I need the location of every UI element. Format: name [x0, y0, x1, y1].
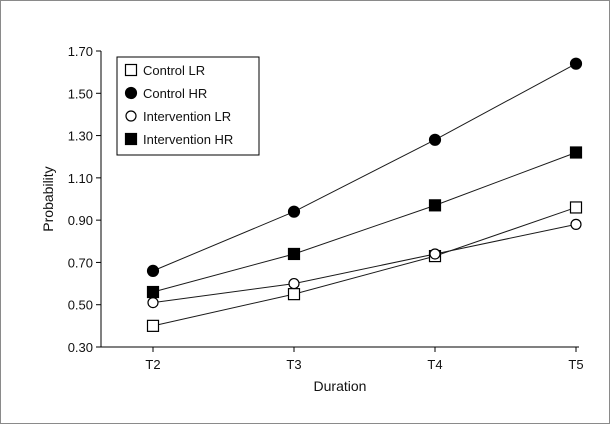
legend-label: Control HR — [143, 86, 207, 101]
y-tick-label: 0.70 — [68, 255, 93, 270]
legend: Control LR Control HR Intervention LR Inter… — [116, 56, 260, 156]
legend-item: Control LR — [124, 63, 205, 78]
legend-item: Control HR — [124, 86, 207, 101]
series-filled-circle — [152, 63, 577, 272]
data-point — [570, 218, 582, 230]
y-tick-label: 0.30 — [68, 340, 93, 355]
data-point — [146, 264, 160, 277]
y-tick-label: 1.50 — [68, 86, 93, 101]
series-markers — [147, 218, 582, 309]
y-tick-label: 0.50 — [68, 298, 93, 313]
series-line — [152, 152, 577, 293]
data-point — [429, 248, 441, 260]
data-point — [428, 199, 442, 212]
data-point — [147, 297, 159, 309]
legend-box — [116, 56, 260, 156]
series-filled-square — [152, 152, 577, 293]
legend-items: Control LR Control HR Intervention LR Inter… — [124, 63, 233, 147]
x-tick-label: T3 — [286, 357, 301, 372]
series-layer — [146, 57, 583, 332]
x-tick-label: T2 — [145, 357, 160, 372]
y-tick-label: 1.30 — [68, 129, 93, 144]
data-point — [146, 319, 160, 332]
axes — [100, 51, 579, 348]
data-point — [288, 277, 300, 290]
x-tick-label: T4 — [427, 357, 442, 372]
data-point — [569, 201, 583, 214]
series-open-circle — [152, 223, 577, 304]
series-line — [152, 223, 577, 304]
y-tick-label: 1.70 — [68, 44, 93, 59]
data-point — [287, 288, 301, 301]
legend-marker — [124, 86, 138, 100]
series-line — [152, 63, 577, 272]
legend-label: Control LR — [143, 63, 205, 78]
legend-item: Intervention LR — [125, 109, 231, 124]
x-tick-label: T5 — [568, 357, 583, 372]
y-axis-label: Probability — [40, 166, 56, 231]
legend-label: Intervention HR — [143, 132, 233, 147]
series-markers — [146, 57, 583, 277]
data-point — [569, 57, 583, 70]
legend-item: Intervention HR — [124, 132, 233, 147]
y-ticks: 0.30 0.50 0.70 0.90 1.10 1.30 1.50 1.70 — [68, 44, 101, 355]
data-point — [287, 205, 301, 218]
legend-marker — [125, 110, 137, 122]
data-point — [287, 247, 301, 261]
series-line — [152, 206, 577, 327]
legend-marker — [124, 63, 138, 77]
legend-label: Intervention LR — [143, 109, 231, 124]
series-markers — [146, 146, 583, 299]
x-ticks: T2 T3 T4 T5 — [145, 347, 584, 372]
y-tick-label: 1.10 — [68, 171, 93, 186]
data-point — [146, 285, 160, 299]
data-point — [569, 146, 583, 159]
x-axis-label: Duration — [314, 378, 367, 394]
series-open-square — [152, 206, 577, 327]
y-tick-label: 0.90 — [68, 213, 93, 228]
legend-marker — [124, 132, 138, 146]
data-point — [428, 133, 442, 146]
